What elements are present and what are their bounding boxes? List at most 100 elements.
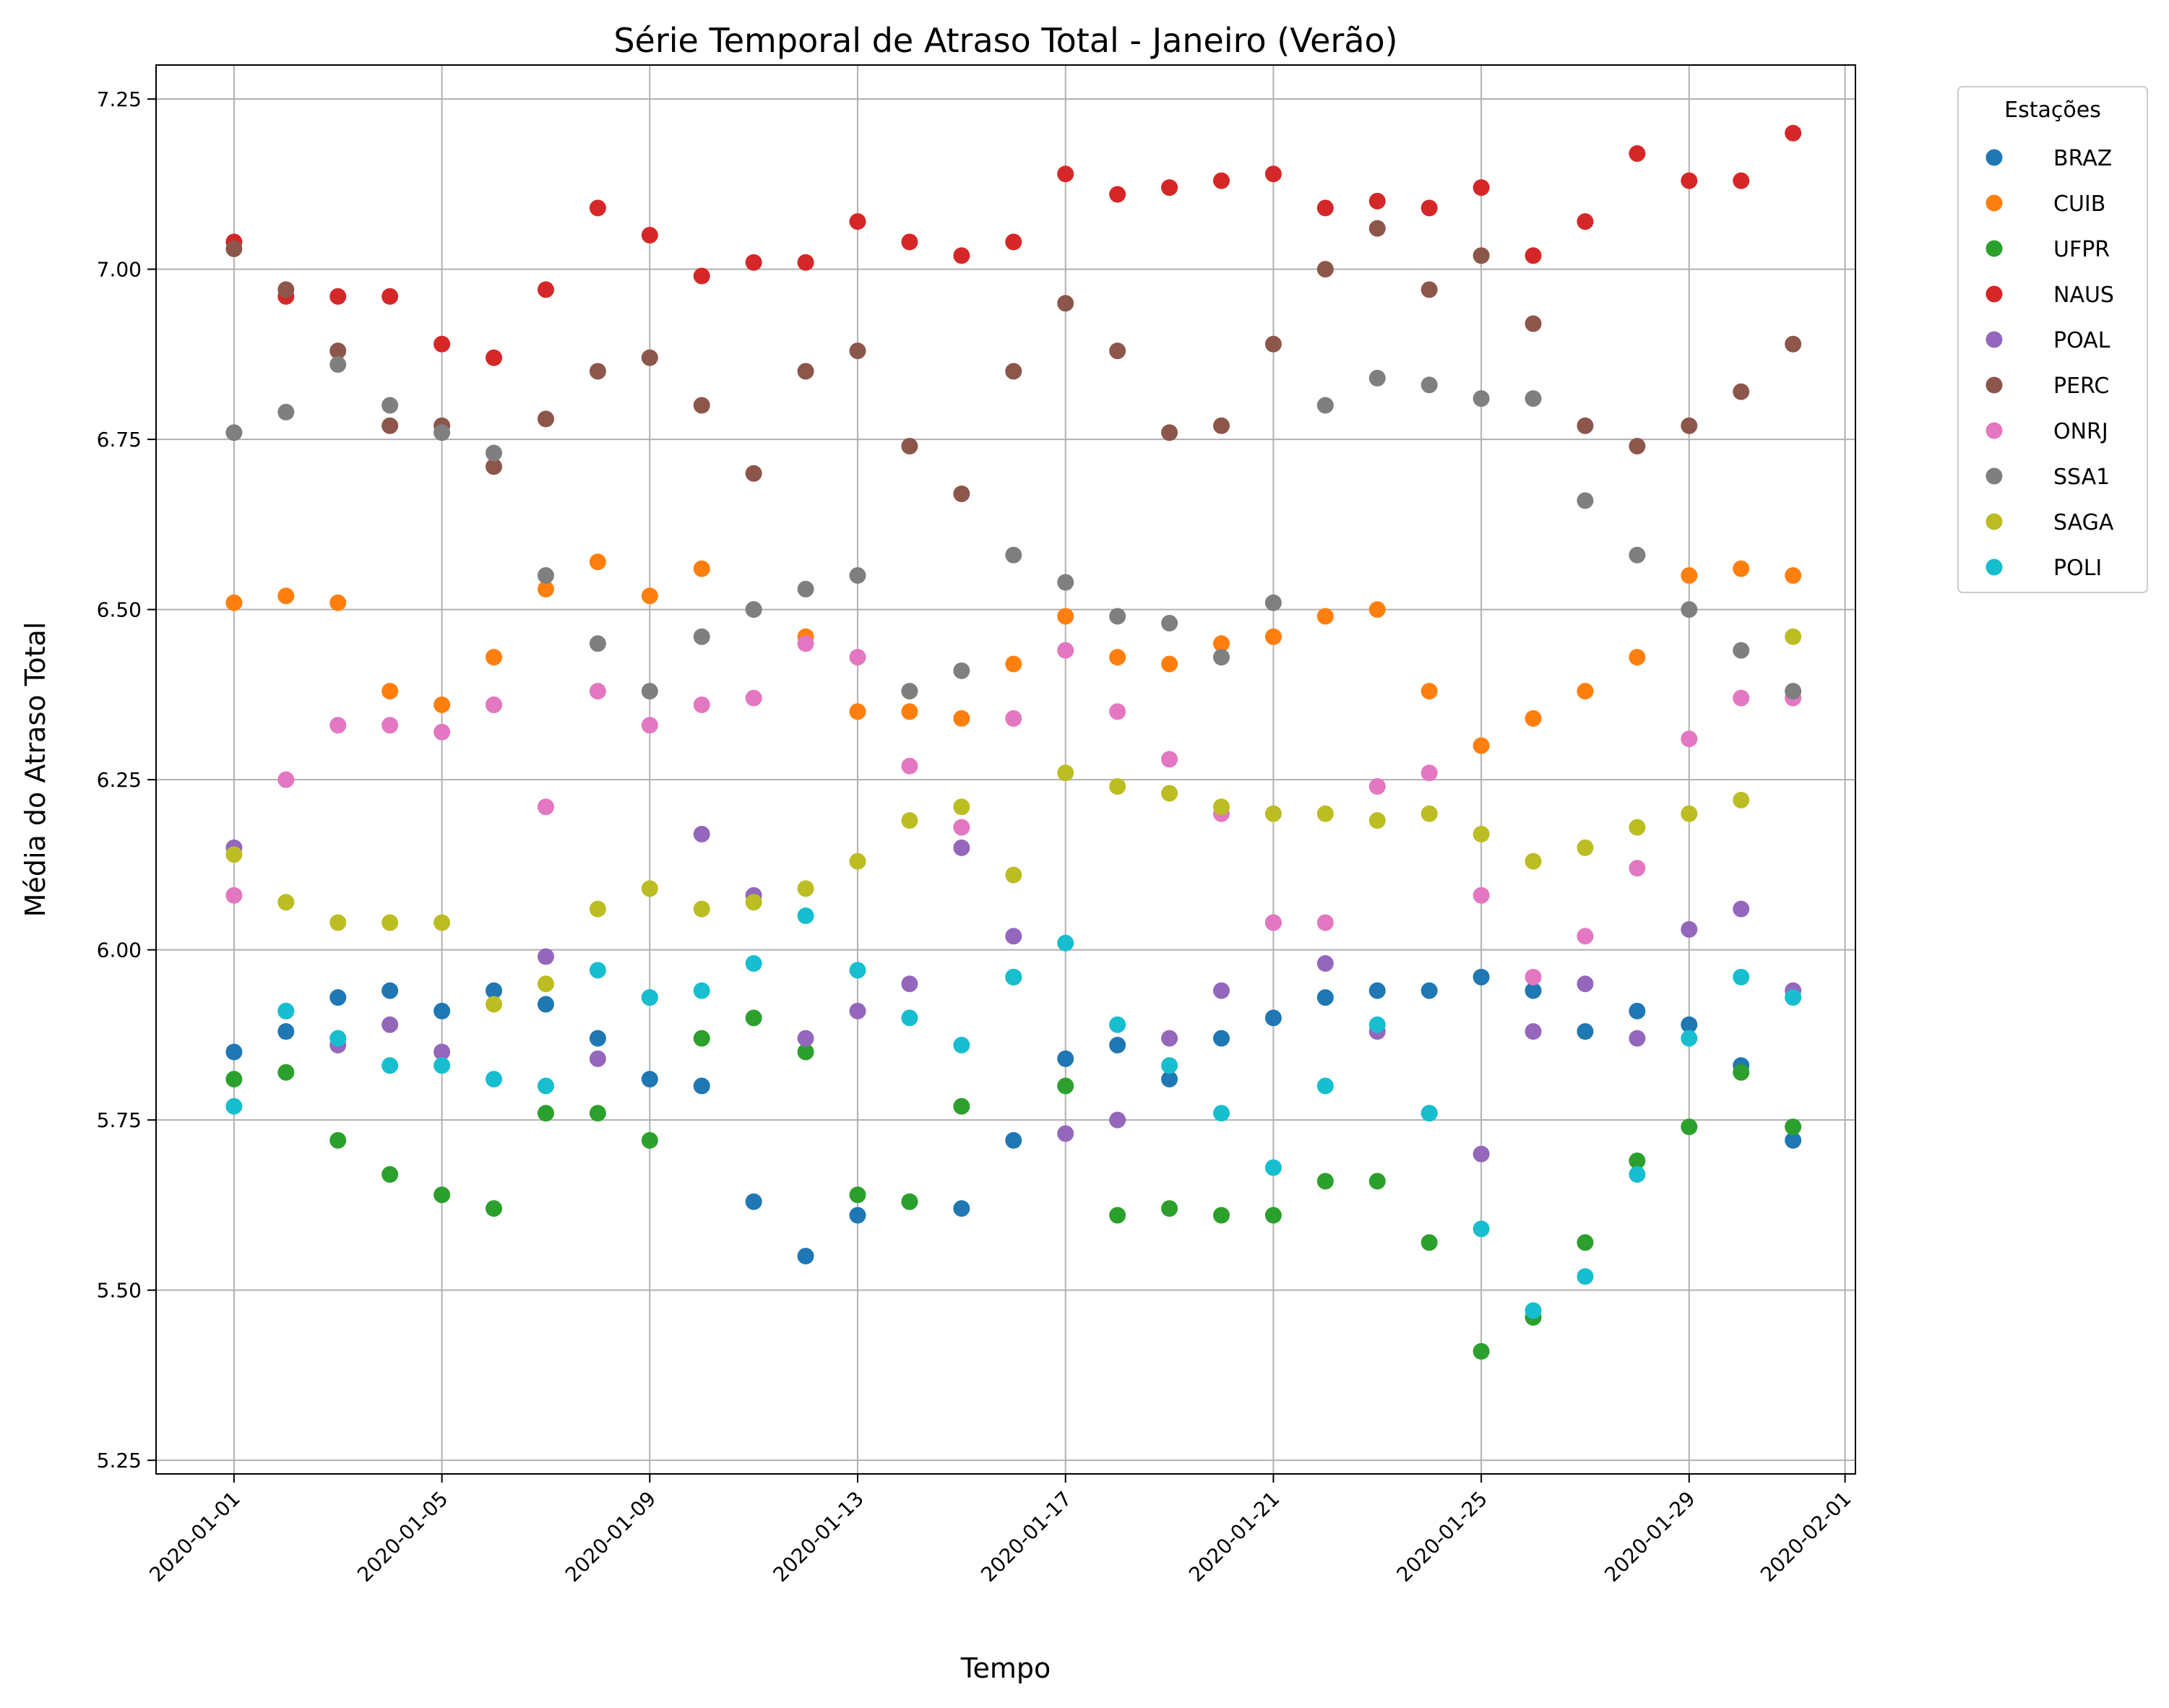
data-point-ssa1	[1057, 574, 1074, 591]
data-point-poal	[1577, 975, 1594, 993]
data-point-poal	[953, 839, 970, 856]
y-tick-label: 7.25	[97, 87, 142, 111]
data-point-ssa1	[225, 424, 243, 441]
data-point-onrj	[277, 771, 295, 788]
data-point-saga	[901, 812, 918, 829]
data-point-saga	[1316, 805, 1334, 822]
data-point-onrj	[1629, 860, 1646, 877]
data-point-poli	[1161, 1057, 1178, 1074]
legend-label-braz: BRAZ	[2053, 146, 2112, 171]
data-point-cuib	[1577, 683, 1594, 700]
data-point-onrj	[901, 757, 918, 775]
data-point-perc	[1472, 247, 1490, 264]
data-point-ufpr	[1368, 1173, 1386, 1190]
data-point-ssa1	[1577, 492, 1594, 509]
data-point-naus	[1161, 179, 1178, 197]
data-point-poal	[693, 825, 710, 842]
data-point-onrj	[434, 723, 451, 741]
data-point-braz	[1785, 1131, 1802, 1149]
data-point-perc	[589, 363, 606, 380]
data-point-poli	[1733, 968, 1750, 985]
data-point-poli	[1420, 1105, 1438, 1122]
data-point-cuib	[1161, 655, 1178, 673]
data-point-poli	[1264, 1159, 1282, 1176]
data-point-ufpr	[381, 1166, 399, 1183]
data-point-saga	[1368, 812, 1386, 829]
data-point-ssa1	[1316, 397, 1334, 414]
data-point-cuib	[434, 696, 451, 714]
data-point-poal	[1109, 1111, 1126, 1129]
data-point-poli	[901, 1009, 918, 1027]
data-point-ssa1	[589, 635, 606, 652]
data-point-poli	[329, 1030, 347, 1047]
data-point-cuib	[1525, 709, 1542, 727]
data-point-onrj	[381, 717, 399, 734]
data-point-naus	[537, 281, 554, 298]
data-point-cuib	[225, 594, 243, 611]
data-point-perc	[901, 438, 918, 455]
data-point-saga	[1472, 825, 1490, 842]
data-point-ssa1	[537, 567, 554, 585]
data-point-ufpr	[434, 1186, 451, 1204]
data-point-ssa1	[381, 397, 399, 414]
data-point-poli	[1525, 1302, 1542, 1319]
data-point-saga	[381, 914, 399, 931]
data-point-perc	[1264, 335, 1282, 353]
data-point-ufpr	[641, 1131, 658, 1149]
data-point-saga	[277, 894, 295, 911]
plot-frame	[155, 64, 1856, 1475]
y-tick-label: 6.75	[97, 428, 142, 452]
data-point-perc	[1681, 417, 1698, 434]
data-point-poal	[589, 1050, 606, 1067]
data-point-cuib	[277, 587, 295, 605]
data-point-perc	[486, 458, 503, 475]
data-point-ssa1	[1681, 601, 1698, 618]
data-point-saga	[1525, 853, 1542, 870]
data-point-ufpr	[589, 1105, 606, 1122]
legend-marker-cuib	[1985, 194, 2003, 212]
data-point-ssa1	[434, 424, 451, 441]
data-point-ufpr	[1577, 1234, 1594, 1251]
legend-label-poal: POAL	[2053, 328, 2110, 353]
legend-label-naus: NAUS	[2053, 282, 2114, 308]
data-point-saga	[537, 975, 554, 993]
data-point-naus	[381, 288, 399, 305]
data-point-onrj	[1264, 914, 1282, 931]
data-point-cuib	[1472, 737, 1490, 754]
data-point-ufpr	[1420, 1234, 1438, 1251]
data-point-ssa1	[1109, 608, 1126, 625]
data-point-naus	[1472, 179, 1490, 197]
data-point-poli	[225, 1097, 243, 1115]
data-point-cuib	[1785, 567, 1802, 585]
data-point-perc	[1057, 295, 1074, 312]
y-tick-label: 6.25	[97, 768, 142, 792]
data-point-poal	[1733, 900, 1750, 918]
data-point-poal	[1629, 1030, 1646, 1047]
data-point-cuib	[953, 709, 970, 727]
data-point-poli	[277, 1002, 295, 1019]
data-point-naus	[797, 254, 814, 271]
data-point-ufpr	[1057, 1077, 1074, 1095]
legend-label-ufpr: UFPR	[2053, 237, 2110, 262]
data-point-onrj	[1368, 778, 1386, 795]
data-point-braz	[1629, 1002, 1646, 1019]
data-point-naus	[901, 233, 918, 251]
data-point-braz	[1212, 1030, 1230, 1047]
data-point-ufpr	[1629, 1152, 1646, 1170]
data-point-onrj	[486, 696, 503, 714]
data-point-ssa1	[901, 683, 918, 700]
data-point-onrj	[589, 683, 606, 700]
data-point-saga	[1212, 798, 1230, 816]
data-point-cuib	[1733, 560, 1750, 577]
data-point-ufpr	[1785, 1118, 1802, 1136]
data-point-ssa1	[1368, 369, 1386, 387]
data-points	[225, 124, 1802, 1360]
data-point-cuib	[1212, 635, 1230, 652]
data-point-saga	[693, 900, 710, 918]
data-point-onrj	[1472, 887, 1490, 904]
series-perc	[225, 220, 1802, 502]
grid-lines	[156, 65, 1855, 1474]
data-point-poal	[1005, 928, 1022, 945]
data-point-ssa1	[1161, 614, 1178, 631]
data-point-ssa1	[745, 601, 762, 618]
